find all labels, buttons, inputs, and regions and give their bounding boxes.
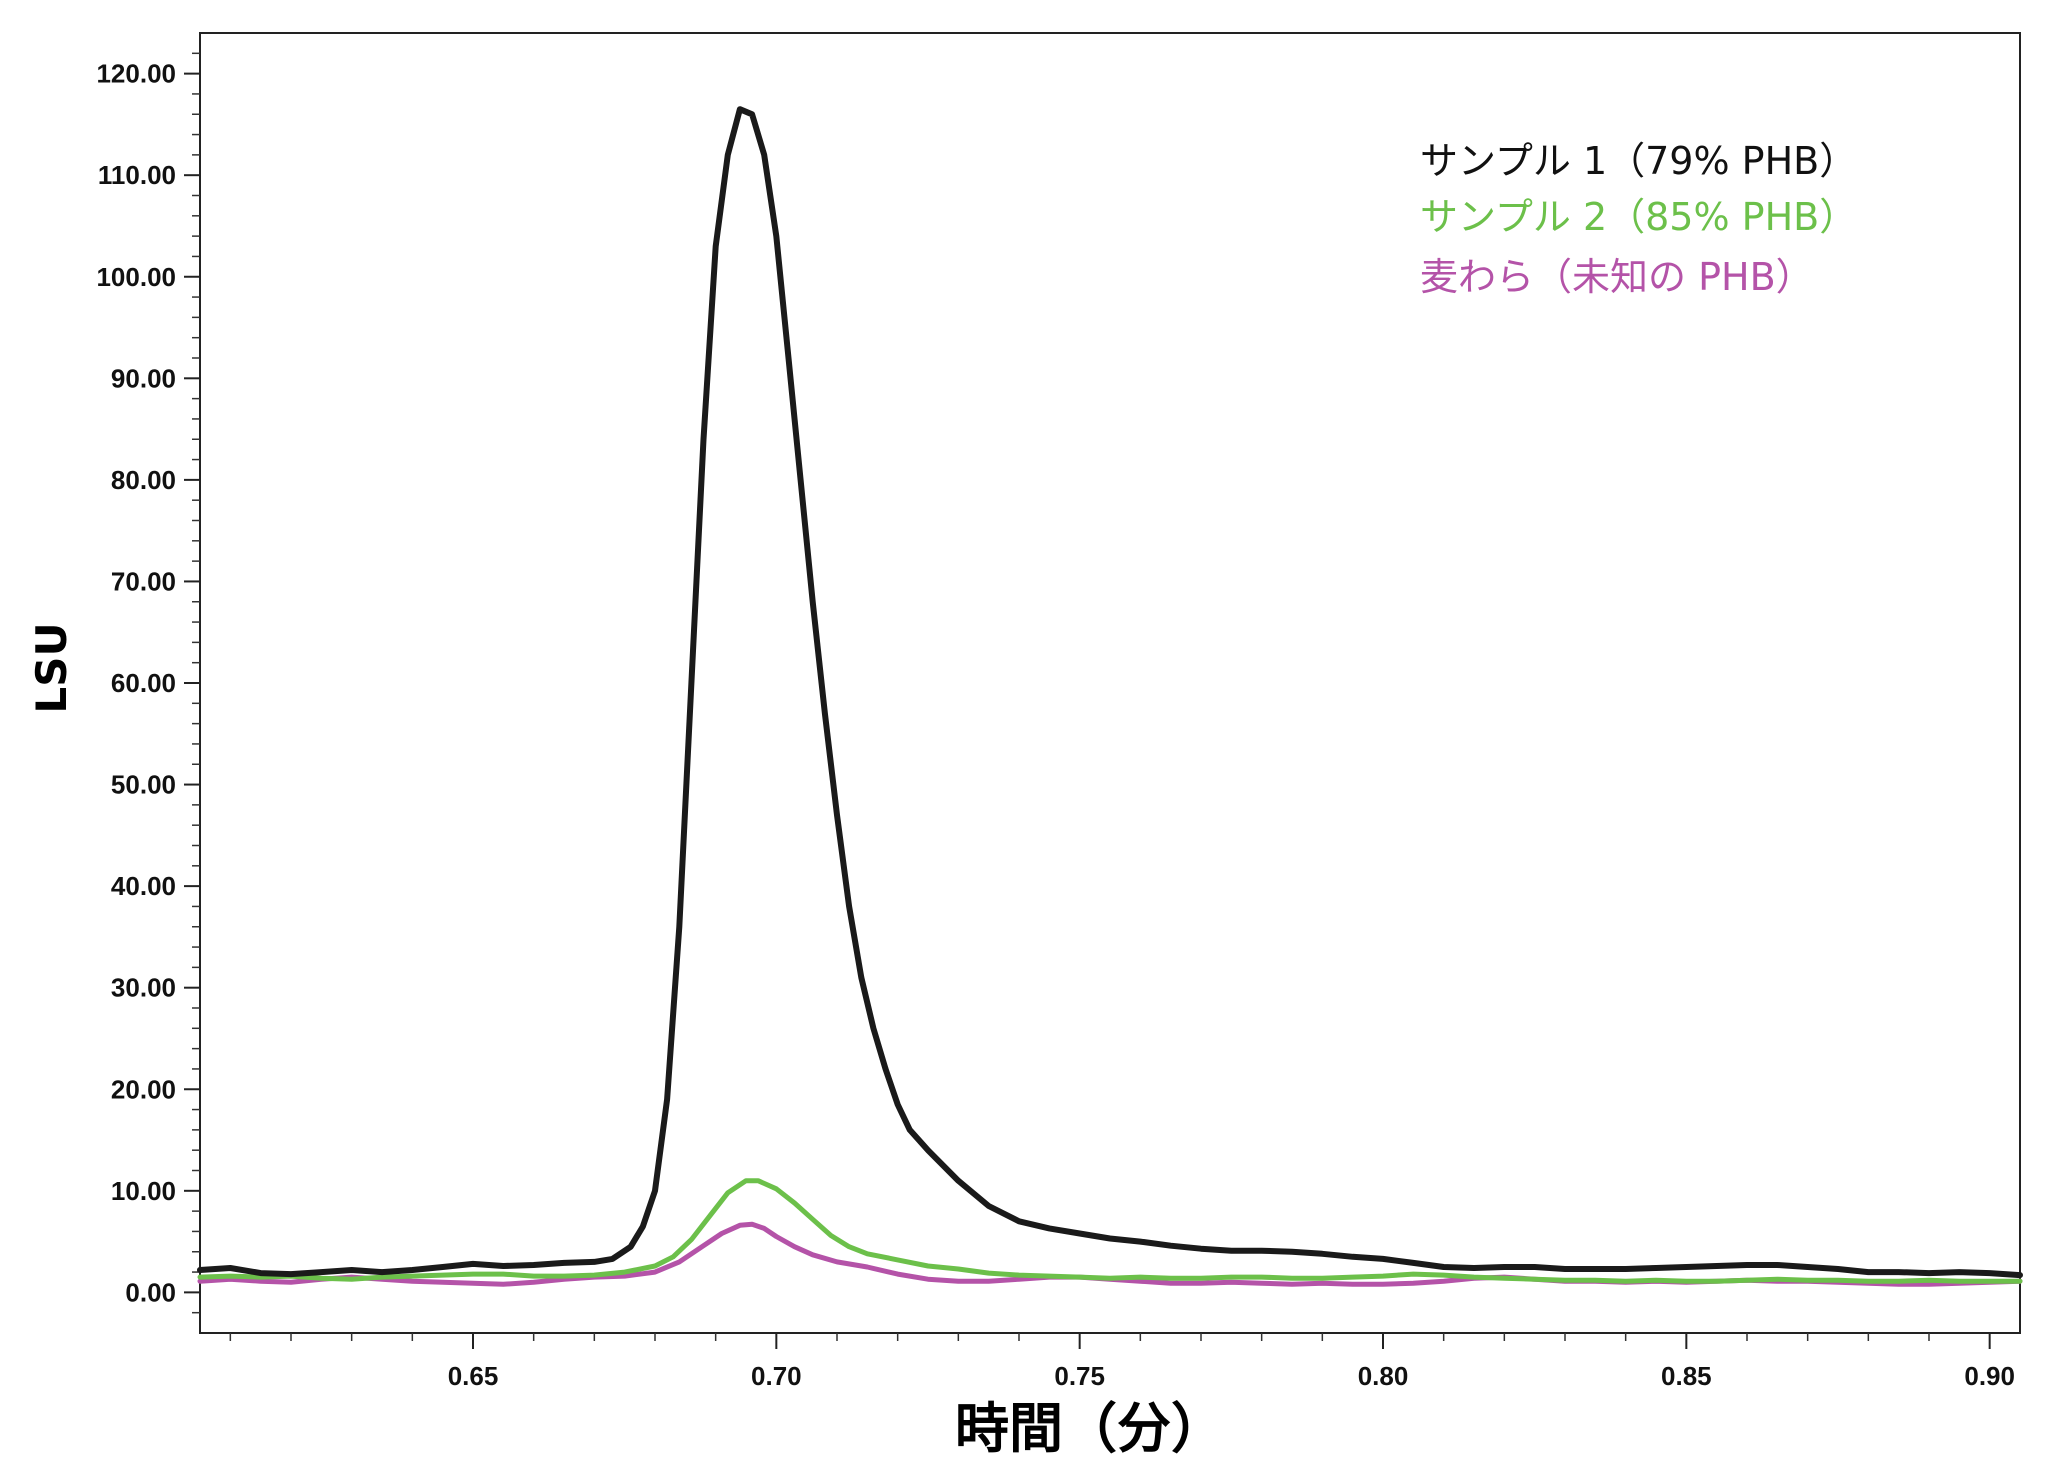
- legend-entry-straw: 麦わら（未知の PHB）: [1420, 255, 1814, 299]
- x-minor-ticks: [229, 1333, 1930, 1341]
- x-tick-label: 0.65: [448, 1361, 499, 1391]
- y-tick-label: 0.00: [125, 1277, 176, 1307]
- y-tick-label: 50.00: [111, 770, 176, 800]
- y-tick-label: 70.00: [111, 566, 176, 596]
- x-tick-label: 0.90: [1964, 1361, 2015, 1391]
- y-tick-label: 30.00: [111, 973, 176, 1003]
- y-tick-label: 100.00: [96, 262, 176, 292]
- y-tick-label: 40.00: [111, 871, 176, 901]
- y-tick-label: 10.00: [111, 1176, 176, 1206]
- series-line-sample-2: [197, 1178, 2023, 1284]
- x-tick-label: 0.80: [1358, 1361, 1409, 1391]
- series-line-sample-1: [197, 106, 2023, 1279]
- x-tick-label: 0.75: [1054, 1361, 1105, 1391]
- y-axis-title: LSU: [27, 622, 76, 713]
- y-tick-label: 110.00: [98, 160, 176, 190]
- y-tick-label: 90.00: [111, 363, 176, 393]
- y-tick-label: 20.00: [111, 1074, 176, 1104]
- legend-entry-sample-2: サンプル 2（85% PHB）: [1420, 195, 1857, 239]
- legend: サンプル 1（79% PHB） サンプル 2（85% PHB） 麦わら（未知の …: [1420, 139, 1857, 299]
- x-axis-title: 時間（分）: [955, 1397, 1225, 1460]
- legend-entry-sample-1: サンプル 1（79% PHB）: [1420, 139, 1857, 183]
- y-tick-label: 120.00: [96, 59, 176, 89]
- x-tick-label: 0.85: [1661, 1361, 1712, 1391]
- y-tick-label: 80.00: [111, 465, 176, 495]
- series-lines: [197, 106, 2023, 1287]
- y-tick-label: 60.00: [111, 668, 176, 698]
- x-axis-ticks: 0.65 0.70 0.75 0.80 0.85 0.90: [448, 1333, 2015, 1391]
- y-minor-ticks: [192, 52, 200, 1314]
- y-axis-ticks: 0.00 10.00 20.00 30.00 40.00 50.00 60.00 70.00 8…: [96, 59, 200, 1307]
- x-tick-label: 0.70: [751, 1361, 802, 1391]
